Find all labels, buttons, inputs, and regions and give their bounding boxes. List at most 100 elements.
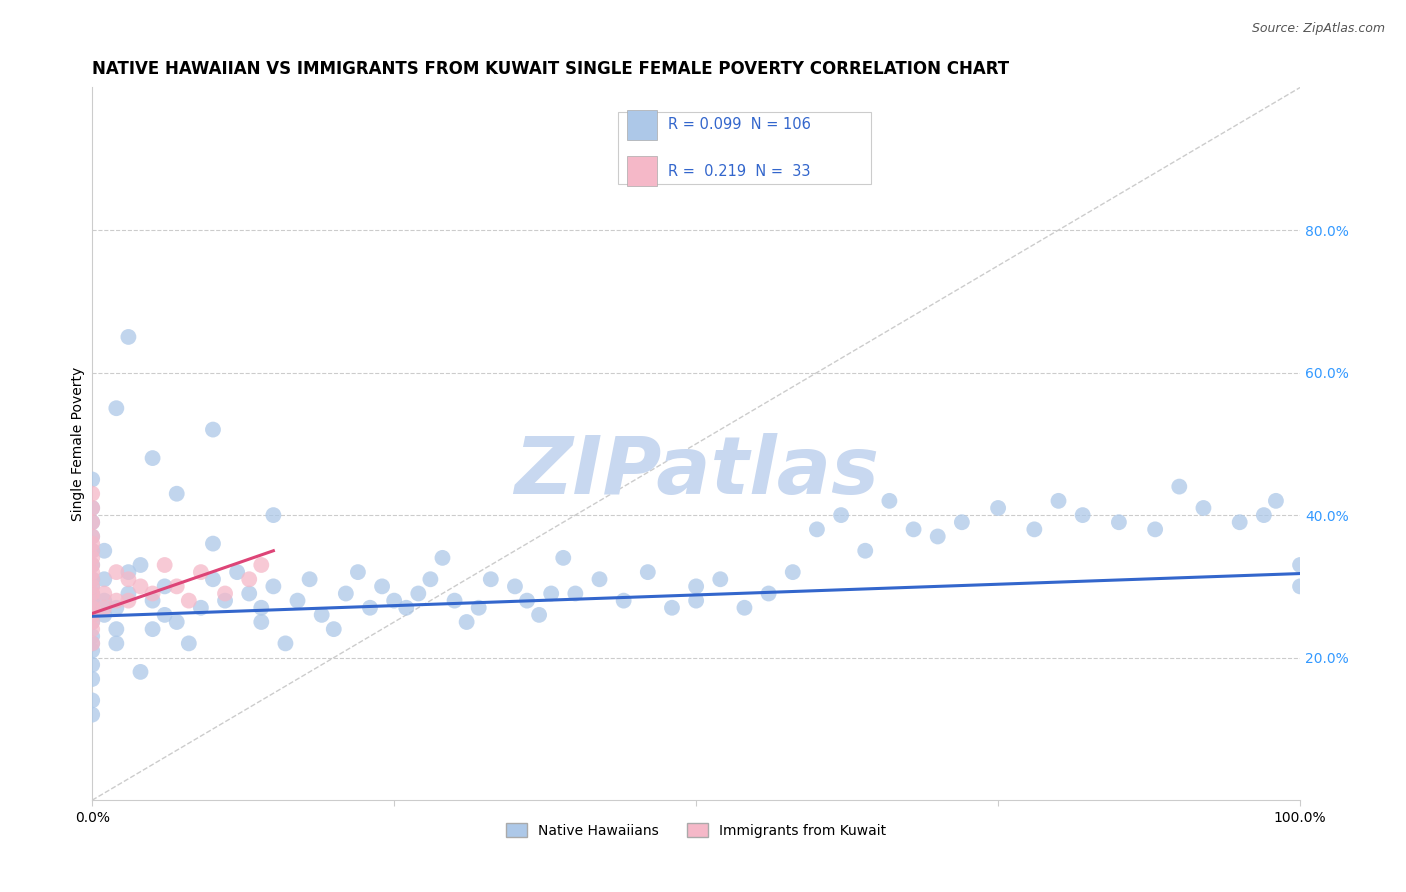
Point: [201, 536, 224, 550]
Point: [311, 607, 333, 622]
Point: [250, 558, 273, 572]
Point: [82, 515, 104, 529]
Point: [527, 607, 550, 622]
Point: [733, 600, 755, 615]
Point: [287, 593, 309, 607]
Point: [82, 600, 104, 615]
Point: [1047, 493, 1070, 508]
Point: [117, 330, 139, 344]
Point: [82, 586, 104, 600]
Point: [262, 508, 284, 522]
Point: [82, 707, 104, 722]
Point: [950, 515, 973, 529]
Point: [93, 586, 115, 600]
Point: [82, 500, 104, 515]
Point: [105, 636, 128, 650]
Point: [467, 600, 489, 615]
Point: [82, 636, 104, 650]
Point: [153, 607, 176, 622]
Text: R = 0.099  N = 106: R = 0.099 N = 106: [668, 118, 811, 132]
Point: [685, 593, 707, 607]
Point: [1289, 558, 1312, 572]
Point: [82, 500, 104, 515]
Point: [588, 572, 610, 586]
Point: [82, 593, 104, 607]
FancyBboxPatch shape: [627, 110, 658, 140]
Point: [82, 643, 104, 657]
Point: [117, 586, 139, 600]
Point: [82, 607, 104, 622]
Point: [190, 600, 212, 615]
Point: [82, 487, 104, 501]
Point: [709, 572, 731, 586]
Y-axis label: Single Female Poverty: Single Female Poverty: [72, 367, 86, 521]
Point: [516, 593, 538, 607]
Point: [82, 550, 104, 565]
Point: [214, 593, 236, 607]
Point: [129, 558, 152, 572]
FancyBboxPatch shape: [617, 112, 872, 184]
Point: [105, 600, 128, 615]
Point: [987, 500, 1010, 515]
Point: [105, 622, 128, 636]
Point: [322, 622, 344, 636]
Point: [166, 615, 188, 629]
Point: [613, 593, 636, 607]
Point: [564, 586, 586, 600]
Point: [82, 636, 104, 650]
Point: [685, 579, 707, 593]
Point: [117, 593, 139, 607]
Point: [758, 586, 780, 600]
Point: [1108, 515, 1130, 529]
Point: [82, 629, 104, 643]
Point: [82, 579, 104, 593]
Point: [82, 536, 104, 550]
Text: NATIVE HAWAIIAN VS IMMIGRANTS FROM KUWAIT SINGLE FEMALE POVERTY CORRELATION CHAR: NATIVE HAWAIIAN VS IMMIGRANTS FROM KUWAI…: [93, 60, 1010, 78]
Point: [142, 622, 165, 636]
Point: [93, 572, 115, 586]
Point: [443, 593, 465, 607]
Point: [117, 572, 139, 586]
Point: [82, 586, 104, 600]
Point: [82, 607, 104, 622]
Point: [201, 572, 224, 586]
Point: [335, 586, 357, 600]
Point: [830, 508, 852, 522]
Point: [82, 473, 104, 487]
Point: [82, 565, 104, 579]
Point: [806, 522, 828, 536]
Point: [177, 593, 200, 607]
Point: [153, 558, 176, 572]
Point: [93, 600, 115, 615]
Point: [238, 586, 260, 600]
Point: [250, 600, 273, 615]
Point: [927, 529, 949, 543]
Point: [395, 600, 418, 615]
Point: [250, 615, 273, 629]
Point: [82, 558, 104, 572]
Point: [408, 586, 430, 600]
Point: [82, 529, 104, 543]
Point: [347, 565, 370, 579]
Point: [82, 529, 104, 543]
Point: [1229, 515, 1251, 529]
Point: [117, 565, 139, 579]
Point: [142, 451, 165, 466]
Point: [214, 586, 236, 600]
Point: [456, 615, 478, 629]
Point: [82, 600, 104, 615]
Point: [82, 615, 104, 629]
Point: [262, 579, 284, 593]
Point: [166, 487, 188, 501]
FancyBboxPatch shape: [627, 156, 658, 186]
Point: [226, 565, 249, 579]
Point: [82, 515, 104, 529]
Point: [201, 423, 224, 437]
Point: [661, 600, 683, 615]
Point: [553, 550, 575, 565]
Point: [105, 565, 128, 579]
Point: [82, 615, 104, 629]
Text: Source: ZipAtlas.com: Source: ZipAtlas.com: [1251, 22, 1385, 36]
Point: [82, 672, 104, 686]
Point: [1253, 508, 1275, 522]
